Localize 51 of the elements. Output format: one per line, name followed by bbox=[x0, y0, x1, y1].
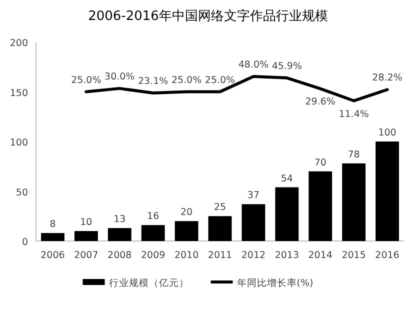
data-label: 29.6% bbox=[305, 96, 336, 108]
bar bbox=[141, 225, 165, 241]
data-label: 30.0% bbox=[104, 71, 135, 82]
bar bbox=[376, 142, 399, 241]
y-tick-label: 100 bbox=[10, 138, 28, 148]
data-label: 48.0% bbox=[238, 59, 269, 70]
x-tick-label: 2015 bbox=[342, 250, 366, 261]
bar bbox=[208, 216, 232, 241]
y-tick-label: 150 bbox=[10, 88, 28, 99]
data-label: 45.9% bbox=[272, 60, 302, 72]
y-tick-label: 50 bbox=[16, 187, 28, 198]
data-label: 20 bbox=[180, 207, 193, 218]
x-tick-label: 2014 bbox=[308, 250, 332, 261]
x-tick-label: 2012 bbox=[241, 250, 266, 261]
bar bbox=[174, 221, 198, 241]
data-label: 78 bbox=[348, 149, 360, 160]
data-label: 28.2% bbox=[372, 72, 402, 84]
data-label: 10 bbox=[80, 217, 92, 228]
x-tick-label: 2010 bbox=[174, 250, 199, 261]
chart-title: 2006-2016年中国网络文字作品行业规模 bbox=[88, 8, 328, 24]
data-label: 100 bbox=[378, 128, 396, 138]
bar bbox=[342, 163, 366, 241]
data-label: 8 bbox=[50, 219, 56, 230]
legend-label: 行业规模（亿元） bbox=[108, 277, 189, 289]
data-label: 16 bbox=[147, 211, 160, 222]
x-tick-label: 2007 bbox=[74, 250, 98, 261]
x-tick-label: 2011 bbox=[208, 250, 232, 261]
bar bbox=[242, 204, 266, 241]
legend-label: 年同比增长率(%) bbox=[236, 277, 314, 289]
x-tick-label: 2009 bbox=[140, 250, 166, 261]
data-label: 11.4% bbox=[338, 108, 369, 120]
x-tick-label: 2013 bbox=[274, 250, 300, 261]
y-tick-label: 200 bbox=[10, 38, 28, 49]
bar bbox=[108, 228, 132, 241]
bar bbox=[275, 187, 299, 241]
data-label: 25.0% bbox=[71, 74, 102, 86]
data-label: 25 bbox=[214, 202, 226, 214]
data-label: 23.1% bbox=[138, 76, 168, 88]
data-label: 25.0% bbox=[171, 74, 202, 86]
bar bbox=[308, 171, 332, 241]
data-label: 37 bbox=[247, 190, 260, 202]
data-label: 13 bbox=[114, 214, 126, 226]
x-tick-label: 2008 bbox=[108, 250, 132, 261]
data-label: 70 bbox=[314, 157, 326, 168]
x-tick-label: 2016 bbox=[375, 250, 400, 261]
data-label: 25.0% bbox=[204, 74, 236, 86]
y-tick-label: 0 bbox=[22, 237, 28, 248]
data-label: 54 bbox=[280, 173, 293, 184]
bar bbox=[74, 231, 98, 241]
bar bbox=[41, 233, 64, 241]
x-tick-label: 2006 bbox=[40, 250, 65, 261]
